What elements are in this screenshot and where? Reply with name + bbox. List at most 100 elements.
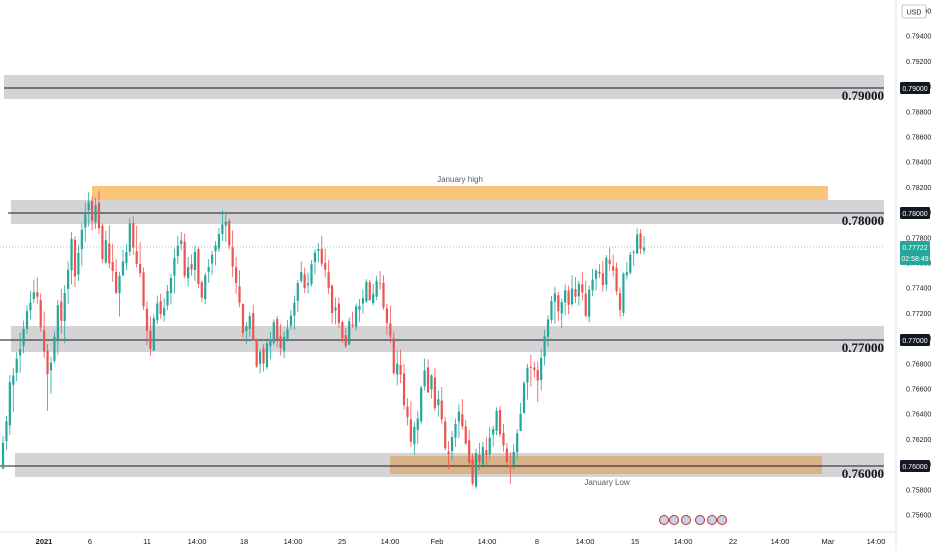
candle-body[interactable] — [457, 411, 460, 422]
candle-body[interactable] — [409, 419, 413, 442]
candle-body[interactable] — [372, 293, 375, 304]
zone-0.77000[interactable] — [11, 326, 884, 352]
candle-body[interactable] — [423, 370, 426, 387]
candle-body[interactable] — [516, 433, 519, 453]
candle-body[interactable] — [152, 318, 155, 351]
candle-body[interactable] — [416, 418, 419, 431]
candle-body[interactable] — [354, 306, 358, 328]
candle-body[interactable] — [519, 413, 522, 432]
candle-body[interactable] — [625, 272, 628, 276]
candle-body[interactable] — [615, 267, 618, 292]
candle-body[interactable] — [60, 301, 63, 321]
candle-body[interactable] — [39, 300, 42, 328]
candle-body[interactable] — [444, 421, 447, 449]
candle-body[interactable] — [341, 322, 344, 339]
candle-body[interactable] — [351, 324, 354, 326]
candle-body[interactable] — [84, 214, 87, 228]
candle-body[interactable] — [63, 292, 66, 322]
candle-body[interactable] — [29, 302, 32, 311]
candle-body[interactable] — [36, 292, 39, 297]
candle-body[interactable] — [56, 305, 59, 340]
candle-body[interactable] — [32, 292, 35, 300]
candle-body[interactable] — [529, 366, 532, 368]
candle-body[interactable] — [622, 273, 625, 313]
flag-icon[interactable] — [695, 515, 705, 525]
candle-body[interactable] — [91, 200, 94, 221]
candle-body[interactable] — [522, 383, 526, 414]
candle-body[interactable] — [217, 234, 221, 249]
candle-body[interactable] — [221, 224, 224, 235]
candle-body[interactable] — [385, 308, 389, 324]
zone-0.79000[interactable] — [4, 75, 884, 99]
candle-body[interactable] — [248, 316, 251, 329]
candle-body[interactable] — [121, 261, 125, 276]
candle-body[interactable] — [396, 363, 399, 375]
candle-body[interactable] — [433, 377, 436, 409]
candle-body[interactable] — [166, 291, 169, 306]
candle-body[interactable] — [190, 264, 193, 270]
candle-body[interactable] — [344, 335, 347, 347]
candle-body[interactable] — [560, 302, 563, 314]
candle-body[interactable] — [118, 275, 121, 293]
candle-body[interactable] — [87, 202, 90, 211]
candle-body[interactable] — [540, 358, 543, 380]
candle-body[interactable] — [46, 350, 49, 375]
candle-body[interactable] — [502, 433, 505, 446]
candle-body[interactable] — [276, 318, 279, 340]
candle-body[interactable] — [187, 267, 190, 279]
candle-body[interactable] — [389, 323, 392, 337]
candle-body[interactable] — [358, 305, 361, 310]
candle-body[interactable] — [286, 328, 289, 339]
candle-body[interactable] — [378, 283, 382, 284]
candle-body[interactable] — [365, 281, 368, 302]
candle-body[interactable] — [159, 301, 162, 314]
candle-body[interactable] — [306, 283, 310, 286]
candle-body[interactable] — [461, 414, 464, 427]
candle-body[interactable] — [468, 440, 471, 463]
candle-body[interactable] — [402, 373, 406, 406]
candle-body[interactable] — [348, 321, 351, 345]
candle-body[interactable] — [15, 358, 18, 373]
candle-body[interactable] — [258, 351, 262, 364]
candle-body[interactable] — [406, 406, 409, 418]
candle-body[interactable] — [591, 279, 594, 291]
candle-body[interactable] — [505, 448, 508, 463]
candle-body[interactable] — [327, 272, 330, 289]
candle-body[interactable] — [420, 387, 423, 422]
candle-body[interactable] — [115, 272, 118, 293]
candle-body[interactable] — [303, 274, 306, 289]
candle-body[interactable] — [567, 290, 570, 305]
candle-body[interactable] — [471, 459, 474, 484]
candle-body[interactable] — [67, 269, 70, 289]
candle-body[interactable] — [618, 293, 622, 311]
candle-body[interactable] — [193, 251, 197, 271]
candle-body[interactable] — [163, 308, 166, 316]
candle-body[interactable] — [588, 289, 591, 317]
event-flags[interactable] — [659, 515, 727, 525]
candle-body[interactable] — [104, 240, 107, 263]
candle-body[interactable] — [629, 254, 632, 273]
candle-body[interactable] — [437, 399, 440, 406]
candle-body[interactable] — [262, 348, 265, 364]
candle-body[interactable] — [132, 223, 135, 248]
candle-body[interactable] — [252, 313, 255, 339]
candle-body[interactable] — [492, 428, 495, 435]
candle-body[interactable] — [224, 221, 227, 226]
candle-body[interactable] — [269, 339, 272, 347]
candle-body[interactable] — [581, 284, 584, 293]
candle-body[interactable] — [77, 252, 80, 275]
zone-0.78000[interactable] — [11, 200, 884, 224]
january-high-zone[interactable] — [92, 186, 828, 200]
candle-body[interactable] — [330, 285, 334, 314]
candle-body[interactable] — [512, 451, 515, 465]
candle-body[interactable] — [207, 267, 210, 272]
candle-body[interactable] — [176, 245, 179, 257]
candle-body[interactable] — [180, 240, 183, 244]
candle-body[interactable] — [8, 381, 11, 426]
candle-body[interactable] — [577, 284, 580, 297]
candle-body[interactable] — [382, 282, 385, 308]
candle-body[interactable] — [464, 426, 467, 444]
candle-body[interactable] — [245, 326, 248, 331]
candle-body[interactable] — [80, 229, 83, 250]
